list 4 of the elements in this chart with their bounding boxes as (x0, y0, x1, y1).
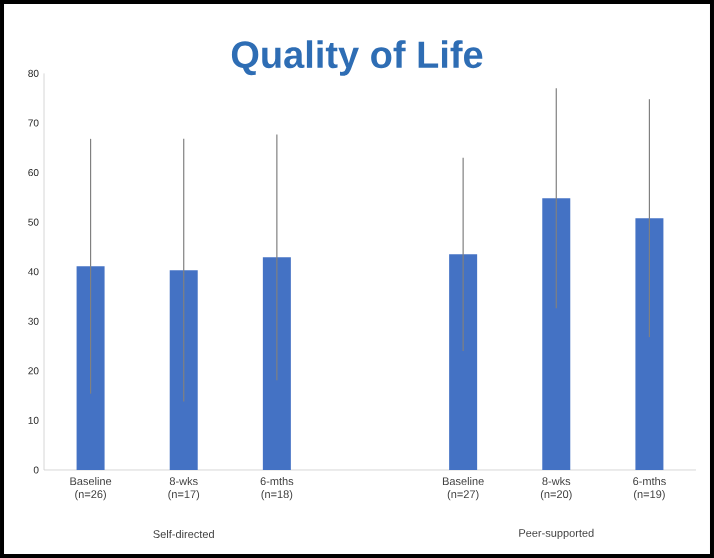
chart-title: Quality of Life (231, 40, 483, 76)
bar (542, 198, 571, 470)
bar (449, 254, 478, 470)
bar (635, 218, 664, 470)
